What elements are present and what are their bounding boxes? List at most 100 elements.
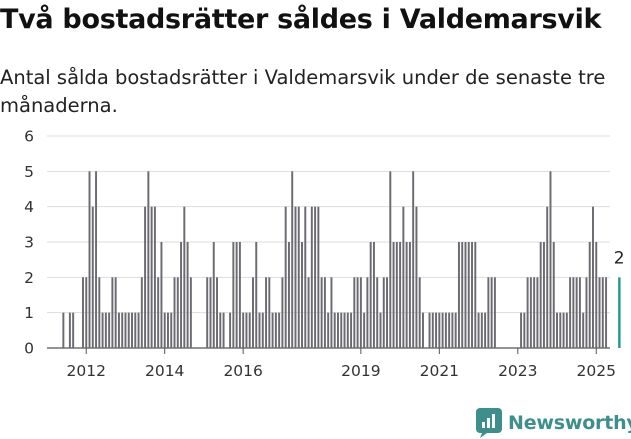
bar [477, 312, 480, 348]
y-tick-label: 6 [24, 128, 34, 146]
bar [402, 206, 405, 348]
bar [327, 312, 330, 348]
bar [62, 312, 65, 348]
grid-lines [47, 135, 610, 349]
bar [549, 171, 552, 348]
bar [474, 242, 477, 348]
bar-highlight [618, 277, 621, 348]
bar [140, 277, 143, 348]
x-tick-label: 2023 [498, 362, 537, 380]
bar [438, 312, 441, 348]
x-tick-label: 2019 [341, 362, 380, 380]
bar [121, 312, 124, 348]
bar [72, 312, 75, 348]
bar [454, 312, 457, 348]
bar [350, 312, 353, 348]
newsworthy-logo-icon [476, 408, 502, 438]
data-labels: 2 [614, 248, 625, 268]
bar [461, 242, 464, 348]
bar [359, 277, 362, 348]
bar [346, 312, 349, 348]
bar [340, 312, 343, 348]
x-tick-label: 2025 [577, 362, 616, 380]
bar [542, 242, 545, 348]
bar [493, 277, 496, 348]
bar [595, 242, 598, 348]
bar [232, 242, 235, 348]
bar [101, 312, 104, 348]
bar [572, 277, 575, 348]
y-tick-label: 5 [24, 163, 34, 181]
bar [88, 171, 91, 348]
bar [320, 277, 323, 348]
bar [183, 206, 186, 348]
bar [330, 277, 333, 348]
bar [575, 277, 578, 348]
bar [395, 242, 398, 348]
bar [131, 312, 133, 348]
bar [457, 242, 460, 348]
bar [490, 277, 493, 348]
bar [317, 206, 320, 348]
bar [369, 242, 372, 348]
bar [186, 242, 189, 348]
bar [160, 242, 163, 348]
bar [415, 206, 418, 348]
bar [278, 312, 281, 348]
bar [605, 277, 608, 348]
bar [536, 277, 539, 348]
bar [376, 277, 379, 348]
bar [337, 312, 339, 348]
bar [258, 312, 261, 348]
bar [134, 312, 137, 348]
bar [471, 242, 474, 348]
bar [268, 277, 271, 348]
y-tick-label: 3 [24, 234, 34, 252]
x-axis-ticks: 2012 2014 2016 2019 2021 2023 2025 [67, 348, 616, 380]
bar [484, 312, 487, 348]
bar [382, 277, 385, 348]
bar [117, 312, 120, 348]
bar [111, 277, 114, 348]
y-axis-ticks: 0 1 2 3 4 5 6 [24, 128, 34, 358]
bar [539, 242, 542, 348]
bar [163, 312, 166, 348]
bar [441, 312, 444, 348]
bar [206, 277, 209, 348]
brand-name: Newsworthy [508, 412, 631, 434]
bar [562, 312, 565, 348]
bar [480, 312, 483, 348]
chart-title: Två bostadsrätter såldes i Valdemarsvik [0, 4, 602, 35]
bar [127, 312, 130, 348]
bar [235, 242, 238, 348]
bar [287, 242, 290, 348]
bar [578, 277, 581, 348]
bar [451, 312, 454, 348]
bar [314, 206, 317, 348]
bar [582, 312, 585, 348]
bar [343, 312, 346, 348]
bar [487, 277, 490, 348]
bar [556, 312, 559, 348]
bar [248, 312, 251, 348]
bar [405, 242, 408, 348]
bar [448, 312, 451, 348]
bar [569, 277, 572, 348]
bar [216, 277, 218, 348]
bar [533, 277, 536, 348]
bar [124, 312, 127, 348]
bar [601, 277, 604, 348]
bar [307, 277, 310, 348]
bar [297, 206, 300, 348]
bar [281, 277, 284, 348]
bar [81, 277, 84, 348]
bar [170, 312, 173, 348]
bar [301, 242, 304, 348]
bar [467, 242, 470, 348]
x-tick-label: 2021 [420, 362, 459, 380]
bar [418, 277, 421, 348]
bar [431, 312, 434, 348]
bar [95, 171, 98, 348]
bar [114, 277, 117, 348]
bar [271, 312, 274, 348]
